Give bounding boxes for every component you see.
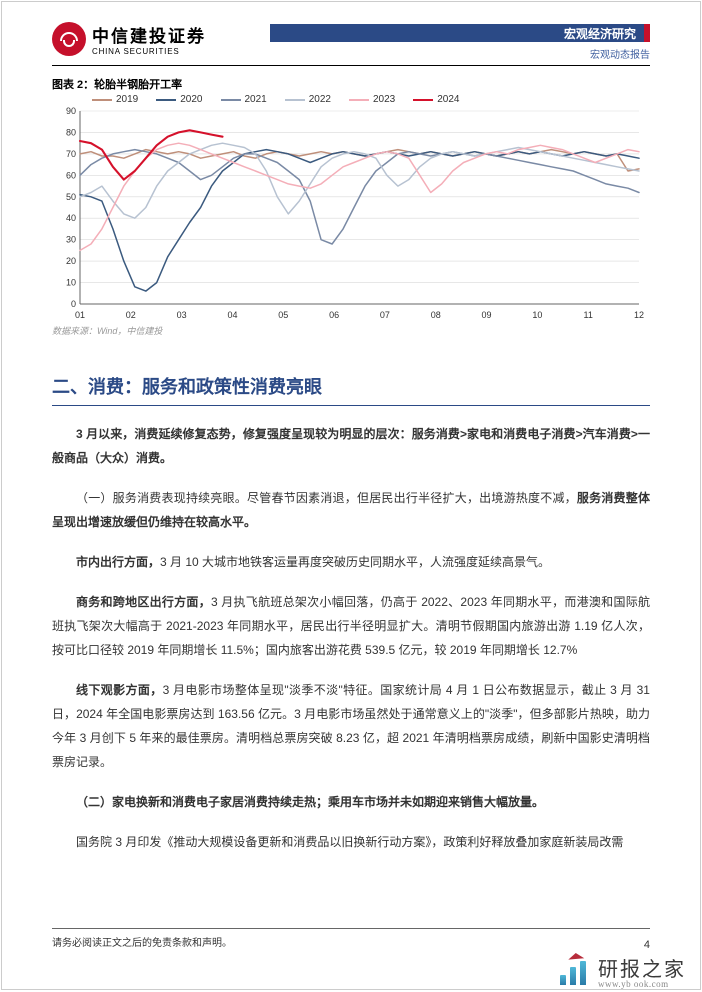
header: 中信建投证券 CHINA SECURITIES 宏观经济研究 宏观动态报告: [2, 2, 700, 61]
legend-swatch: [156, 99, 176, 101]
chart2: 0 10 20 30 40 50 60 70 80 90 01 02 03 04 05 06 07 08 09 10 1…: [52, 107, 647, 322]
section2-p4: 商务和跨地区出行方面，3 月执飞航班总架次小幅回落，仍高于 2022、2023 …: [52, 590, 650, 662]
header-bar: 宏观经济研究: [270, 24, 650, 42]
page-number: 4: [644, 939, 650, 951]
watermark-logo: 研报之家 www.yb ook.com: [558, 959, 686, 989]
section2-p2: （一）服务消费表现持续亮眼。尽管春节因素消退，但居民出行半径扩大，出境游热度不减…: [52, 486, 650, 534]
section2-underline: [52, 405, 650, 406]
watermark-cn: 研报之家: [598, 960, 686, 980]
legend-item: 2023: [349, 94, 395, 105]
logo-block: 中信建投证券 CHINA SECURITIES: [52, 22, 206, 56]
svg-text:08: 08: [431, 310, 441, 320]
svg-text:09: 09: [482, 310, 492, 320]
section2-title: 二、消费：服务和政策性消费亮眼: [52, 373, 650, 399]
legend-item: 2019: [92, 94, 138, 105]
svg-text:05: 05: [278, 310, 288, 320]
legend-label: 2024: [437, 94, 459, 105]
svg-text:10: 10: [532, 310, 542, 320]
header-sub-label: 宏观动态报告: [590, 46, 650, 61]
watermark-url: www.yb ook.com: [598, 980, 686, 989]
legend-swatch: [349, 99, 369, 101]
chart2-wrap: 201920202021202220232024 010203040506070…: [52, 94, 652, 322]
svg-text:10: 10: [66, 278, 76, 288]
header-bar-label: 宏观经济研究: [564, 25, 636, 42]
svg-text:04: 04: [227, 310, 237, 320]
section2-p1: 3 月以来，消费延续修复态势，修复强度呈现较为明显的层次：服务消费>家电和消费电…: [52, 422, 650, 470]
page-container: 中信建投证券 CHINA SECURITIES 宏观经济研究 宏观动态报告 图表…: [1, 1, 701, 990]
p3-run2: 3 月 10 大城市地铁客运量再度突破历史同期水平，人流强度延续高景气。: [160, 555, 550, 569]
svg-text:70: 70: [66, 149, 76, 159]
legend-item: 2022: [285, 94, 331, 105]
svg-text:20: 20: [66, 256, 76, 266]
chart2-legend: 2019 2020 2021 2022 2023 2024: [52, 94, 652, 105]
svg-text:06: 06: [329, 310, 339, 320]
legend-label: 2021: [245, 94, 267, 105]
legend-item: 2024: [413, 94, 459, 105]
section2-p6: （二）家电换新和消费电子家居消费持续走热；乘用车市场并未如期迎来销售大幅放量。: [52, 790, 650, 814]
logo-icon: [52, 22, 86, 56]
watermark-icon: [558, 959, 592, 989]
logo-cn: 中信建投证券: [92, 22, 206, 47]
svg-text:40: 40: [66, 213, 76, 223]
svg-text:60: 60: [66, 170, 76, 180]
chart2-source: 数据来源：Wind，中信建投: [52, 324, 650, 337]
content: 图表 2：轮胎半钢胎开工率 2019 2020 2021 2022 2023 2024 0…: [2, 66, 700, 854]
section2-p7: 国务院 3 月印发《推动大规模设备更新和消费品以旧换新行动方案》，政策利好释放叠…: [52, 830, 650, 854]
svg-text:80: 80: [66, 127, 76, 137]
legend-label: 2022: [309, 94, 331, 105]
logo-en: CHINA SECURITIES: [92, 47, 206, 56]
p3-run1: 市内出行方面，: [76, 555, 160, 569]
svg-text:90: 90: [66, 107, 76, 116]
svg-text:11: 11: [584, 310, 593, 320]
footer-disclaimer: 请务必阅读正文之后的免责条款和声明。: [52, 934, 232, 949]
svg-text:12: 12: [634, 310, 644, 320]
legend-label: 2020: [180, 94, 202, 105]
p2-run1: （一）服务消费表现持续亮眼。尽管春节因素消退，但居民出行半径扩大，出境游热度不减…: [76, 491, 577, 505]
chart2-title: 图表 2：轮胎半钢胎开工率: [52, 76, 650, 92]
p4-run1: 商务和跨地区出行方面，: [76, 595, 211, 609]
svg-text:03: 03: [177, 310, 187, 320]
svg-text:02: 02: [126, 310, 136, 320]
legend-swatch: [221, 99, 241, 101]
section2-p5: 线下观影方面，3 月电影市场整体呈现"淡季不淡"特征。国家统计局 4 月 1 日…: [52, 678, 650, 774]
legend-label: 2023: [373, 94, 395, 105]
footer-divider: [52, 928, 650, 929]
svg-text:50: 50: [66, 192, 76, 202]
svg-text:07: 07: [380, 310, 390, 320]
legend-swatch: [285, 99, 305, 101]
legend-item: 2021: [221, 94, 267, 105]
legend-item: 2020: [156, 94, 202, 105]
section2-heading-wrap: 二、消费：服务和政策性消费亮眼: [52, 373, 650, 406]
svg-text:30: 30: [66, 235, 76, 245]
legend-label: 2019: [116, 94, 138, 105]
svg-text:01: 01: [75, 310, 85, 320]
p5-run1: 线下观影方面，: [76, 683, 163, 697]
legend-swatch: [413, 99, 433, 101]
legend-swatch: [92, 99, 112, 101]
section2-p3: 市内出行方面，3 月 10 大城市地铁客运量再度突破历史同期水平，人流强度延续高…: [52, 550, 650, 574]
svg-text:0: 0: [71, 299, 76, 309]
